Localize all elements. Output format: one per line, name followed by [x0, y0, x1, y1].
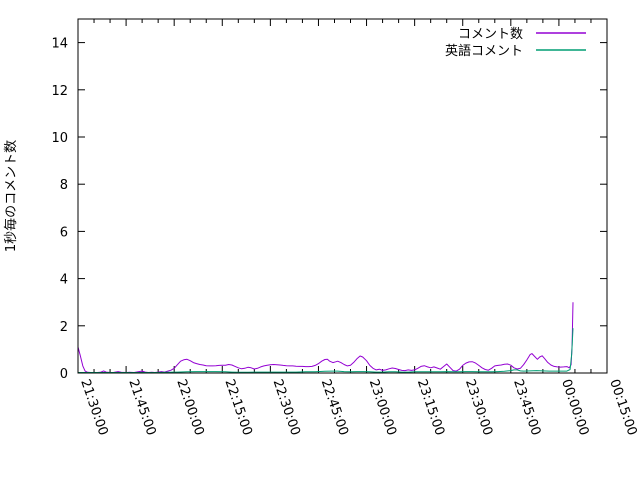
- series-line-0: [77, 302, 574, 373]
- x-tick-label: 22:30:00: [270, 377, 303, 437]
- x-tick-label: 23:45:00: [510, 377, 543, 437]
- legend-label-english-comments: 英語コメント: [445, 43, 523, 59]
- x-tick-label: 23:00:00: [366, 377, 399, 437]
- y-tick-label: 0: [60, 367, 68, 382]
- axis-ticks: [77, 19, 608, 374]
- y-tick-label: 12: [51, 84, 68, 99]
- x-tick-label: 22:00:00: [173, 377, 206, 437]
- x-tick-label: 22:45:00: [318, 377, 351, 437]
- axis-tick-labels: 0 2 4 6 8 10 12 14 21:30:00 21:45:00 22:00:00 22:15…: [51, 37, 639, 438]
- legend: コメント数 英語コメント: [445, 27, 586, 59]
- x-tick-label: 23:30:00: [462, 377, 495, 437]
- series-lines: [77, 302, 574, 373]
- plot-border: [77, 18, 608, 374]
- x-tick-label: 00:00:00: [558, 377, 591, 437]
- x-tick-label: 21:30:00: [77, 377, 110, 437]
- y-tick-label: 2: [60, 320, 68, 335]
- y-tick-label: 4: [60, 273, 68, 288]
- series-line-1: [78, 328, 574, 373]
- x-tick-label: 21:45:00: [125, 377, 158, 437]
- y-axis-title: 1秒毎のコメント数: [3, 140, 19, 252]
- x-tick-label: 00:15:00: [606, 377, 639, 437]
- x-tick-label: 23:15:00: [414, 377, 447, 437]
- x-tick-label: 22:15:00: [221, 377, 254, 437]
- legend-label-comment-count: コメント数: [458, 27, 523, 42]
- y-tick-label: 10: [51, 131, 68, 146]
- y-tick-label: 6: [60, 225, 68, 240]
- y-tick-label: 14: [51, 37, 68, 52]
- y-tick-label: 8: [60, 178, 68, 193]
